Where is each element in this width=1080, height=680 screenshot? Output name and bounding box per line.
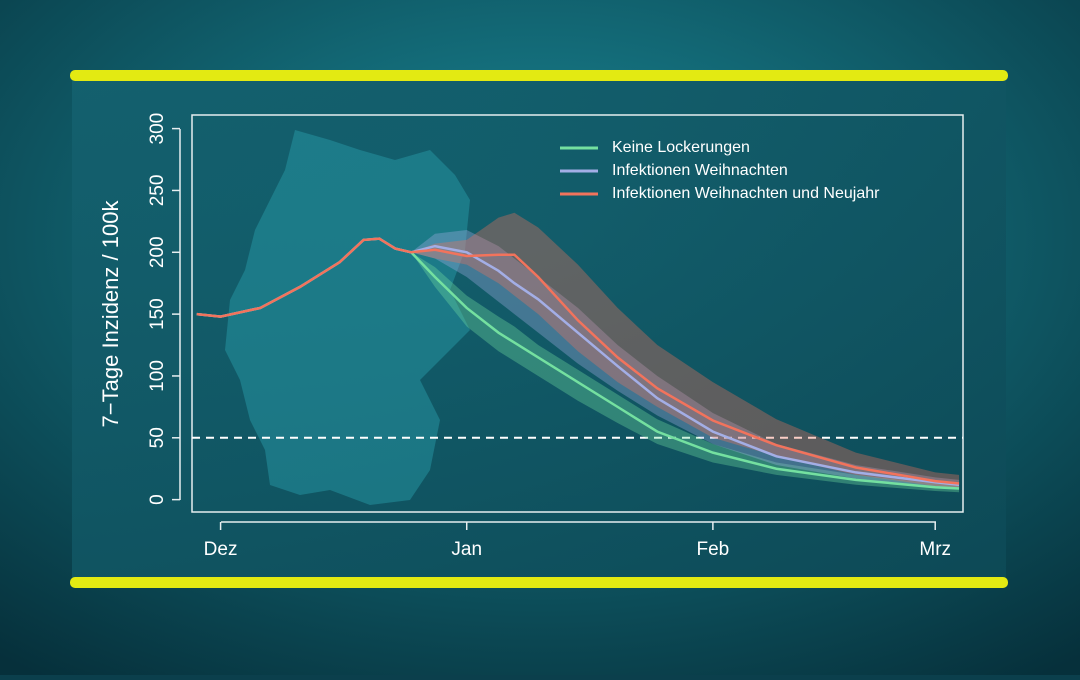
- x-tick-label: Jan: [451, 539, 482, 560]
- x-tick-label: Mrz: [919, 539, 951, 560]
- y-tick-label: 200: [147, 236, 168, 268]
- x-tick-label: Dez: [204, 539, 238, 560]
- map-silhouette: [225, 130, 470, 505]
- panel: [72, 78, 1006, 582]
- legend-label: Infektionen Weihnachten und Neujahr: [612, 185, 880, 202]
- y-tick-label: 50: [147, 427, 168, 448]
- y-tick-label: 150: [147, 298, 168, 330]
- y-tick-label: 0: [147, 494, 168, 505]
- y-tick-label: 100: [147, 360, 168, 392]
- bottom-bar: [70, 577, 1008, 588]
- top-bar: [70, 70, 1008, 81]
- confidence-band: [411, 252, 960, 493]
- confidence-band: [411, 230, 960, 489]
- legend-label: Infektionen Weihnachten: [612, 162, 788, 179]
- x-tick-label: Feb: [697, 539, 730, 560]
- plot-frame: [191, 114, 964, 513]
- legend-label: Keine Lockerungen: [612, 139, 750, 156]
- y-axis-label: 7−Tage Inzidenz / 100k: [98, 200, 123, 428]
- y-tick-label: 250: [147, 175, 168, 207]
- series-line: [196, 237, 960, 485]
- confidence-band: [411, 212, 960, 488]
- y-tick-label: 300: [147, 113, 168, 145]
